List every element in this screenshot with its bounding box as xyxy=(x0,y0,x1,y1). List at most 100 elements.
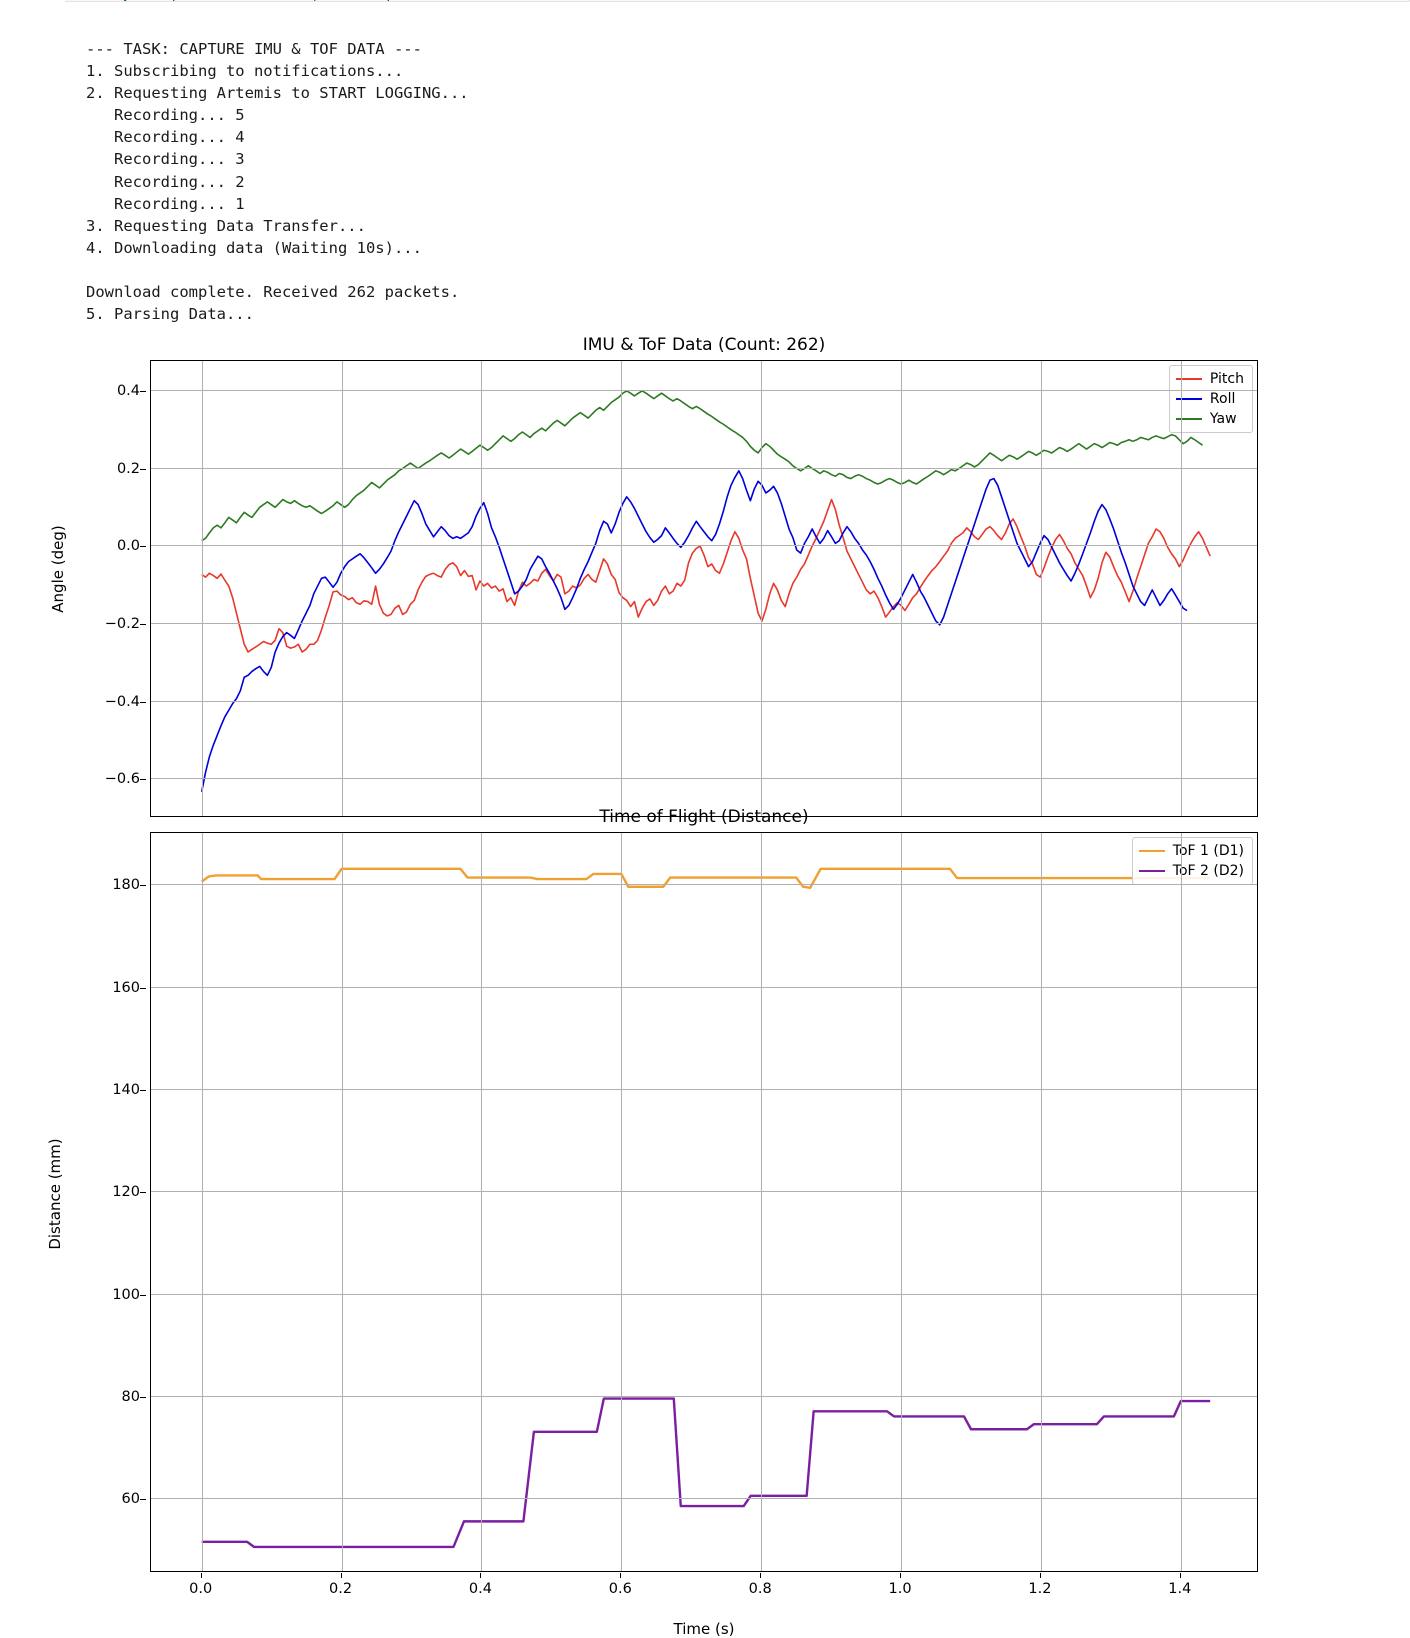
y-tick-mark xyxy=(140,1396,146,1398)
y-tick-label: 160 xyxy=(112,979,140,996)
y-tick-label: 60 xyxy=(121,1491,140,1508)
imu-y-axis-label: Angle (deg) xyxy=(49,525,67,613)
y-tick-mark xyxy=(140,885,146,887)
gridline-horizontal xyxy=(151,778,1257,780)
tof-x-axis-label: Time (s) xyxy=(673,1620,735,1638)
y-tick-mark xyxy=(140,623,146,625)
gridline-horizontal xyxy=(151,545,1257,547)
gridline-horizontal xyxy=(151,390,1257,392)
y-tick-label: 180 xyxy=(112,877,140,894)
legend-color-swatch xyxy=(1175,378,1202,380)
legend-color-swatch xyxy=(1138,870,1165,872)
matplotlib-figure: IMU & ToF Data (Count: 262) Pitch Roll Yaw… xyxy=(0,330,1410,1638)
y-tick-label: 80 xyxy=(121,1388,140,1405)
y-tick-label: −0.2 xyxy=(104,615,140,632)
gridline-vertical xyxy=(201,833,203,1571)
x-tick-mark xyxy=(200,1573,202,1578)
y-tick-mark xyxy=(140,468,146,470)
y-tick-mark xyxy=(140,546,146,548)
x-tick-mark xyxy=(760,1573,762,1578)
y-tick-label: 100 xyxy=(112,1286,140,1303)
tof-x-ticks: 0.0 0.2 0.4 0.6 0.8 1.0 1.2 1.4 xyxy=(150,1573,1258,1599)
code-token-close-paren: ) xyxy=(385,0,394,1)
x-tick-label: 0.8 xyxy=(748,1581,772,1597)
x-tick-label: 0.2 xyxy=(329,1581,353,1597)
tof-legend: ToF 1 (D1) ToF 2 (D2) xyxy=(1131,837,1253,885)
gridline-horizontal xyxy=(151,986,1257,988)
gridline-horizontal xyxy=(151,1498,1257,1500)
x-tick-label: 0.6 xyxy=(608,1581,632,1597)
gridline-vertical xyxy=(761,833,763,1571)
gridline-vertical xyxy=(481,833,483,1571)
x-tick-label: 0.4 xyxy=(468,1581,492,1597)
x-tick-mark xyxy=(1179,1573,1181,1578)
gridline-vertical xyxy=(1040,833,1042,1571)
gridline-horizontal xyxy=(151,884,1257,886)
imu-chart-title: IMU & ToF Data (Count: 262) xyxy=(582,335,826,355)
y-tick-label: −0.4 xyxy=(104,693,140,710)
y-tick-label: 120 xyxy=(112,1184,140,1201)
x-tick-label: 1.0 xyxy=(888,1581,912,1597)
legend-color-swatch xyxy=(1138,850,1165,852)
gridline-vertical xyxy=(341,833,343,1571)
gridline-vertical xyxy=(341,361,343,816)
x-tick-label: 0.0 xyxy=(189,1581,213,1597)
gridline-vertical xyxy=(1180,833,1182,1571)
code-line: print("No valid data parsed.") xyxy=(65,0,1409,1)
y-tick-label: −0.6 xyxy=(104,771,140,788)
y-tick-mark xyxy=(140,987,146,989)
gridline-vertical xyxy=(621,361,623,816)
gridline-horizontal xyxy=(151,467,1257,469)
legend-item[interactable]: Pitch xyxy=(1175,371,1244,387)
y-tick-mark xyxy=(140,391,146,393)
x-tick-mark xyxy=(480,1573,482,1578)
tof-y-ticks: 180 160 140 120 100 80 60 xyxy=(88,832,146,1572)
y-tick-label: 0.0 xyxy=(116,538,140,555)
gridline-vertical xyxy=(201,361,203,816)
gridline-vertical xyxy=(481,361,483,816)
gridline-vertical xyxy=(901,361,903,816)
y-tick-mark xyxy=(140,779,146,781)
gridline-vertical xyxy=(1180,361,1182,816)
legend-color-swatch xyxy=(1175,418,1202,420)
legend-item[interactable]: ToF 2 (D2) xyxy=(1138,863,1244,879)
legend-item[interactable]: Yaw xyxy=(1175,411,1244,427)
imu-plot-area: Pitch Roll Yaw xyxy=(150,360,1258,817)
gridline-vertical xyxy=(761,361,763,816)
y-tick-label: 0.4 xyxy=(116,383,140,400)
y-tick-mark xyxy=(140,1499,146,1501)
code-cell[interactable]: print("No valid data parsed.") xyxy=(65,0,1410,2)
tof-traces xyxy=(200,867,1211,1549)
legend-label: Roll xyxy=(1209,391,1236,407)
imu-traces xyxy=(200,390,1211,792)
code-token-open-paren: ( xyxy=(168,0,177,1)
y-tick-label: 0.2 xyxy=(116,460,140,477)
x-tick-label: 1.4 xyxy=(1168,1581,1192,1597)
y-tick-mark xyxy=(140,1089,146,1091)
y-tick-mark xyxy=(140,1192,146,1194)
code-token-string: "No valid data parsed." xyxy=(177,0,385,1)
gridline-horizontal xyxy=(151,1293,1257,1295)
imu-legend: Pitch Roll Yaw xyxy=(1168,365,1253,433)
legend-label: ToF 1 (D1) xyxy=(1172,843,1244,859)
y-tick-mark xyxy=(140,701,146,703)
imu-y-ticks: 0.4 0.2 0.0 −0.2 −0.4 −0.6 xyxy=(88,360,146,817)
y-tick-mark xyxy=(140,1294,146,1296)
legend-label: Pitch xyxy=(1209,371,1244,387)
tof-plot-area: ToF 1 (D1) ToF 2 (D2) xyxy=(150,832,1258,1572)
gridline-vertical xyxy=(1040,361,1042,816)
legend-label: ToF 2 (D2) xyxy=(1172,863,1244,879)
x-tick-mark xyxy=(1039,1573,1041,1578)
gridline-vertical xyxy=(621,833,623,1571)
legend-color-swatch xyxy=(1175,398,1202,400)
tof-y-axis-label: Distance (mm) xyxy=(46,1138,64,1250)
legend-item[interactable]: Roll xyxy=(1175,391,1244,407)
gridline-horizontal xyxy=(151,700,1257,702)
gridline-horizontal xyxy=(151,622,1257,624)
x-tick-mark xyxy=(340,1573,342,1578)
gridline-horizontal xyxy=(151,1395,1257,1397)
x-tick-mark xyxy=(900,1573,902,1578)
gridline-horizontal xyxy=(151,1088,1257,1090)
legend-item[interactable]: ToF 1 (D1) xyxy=(1138,843,1244,859)
legend-label: Yaw xyxy=(1209,411,1237,427)
